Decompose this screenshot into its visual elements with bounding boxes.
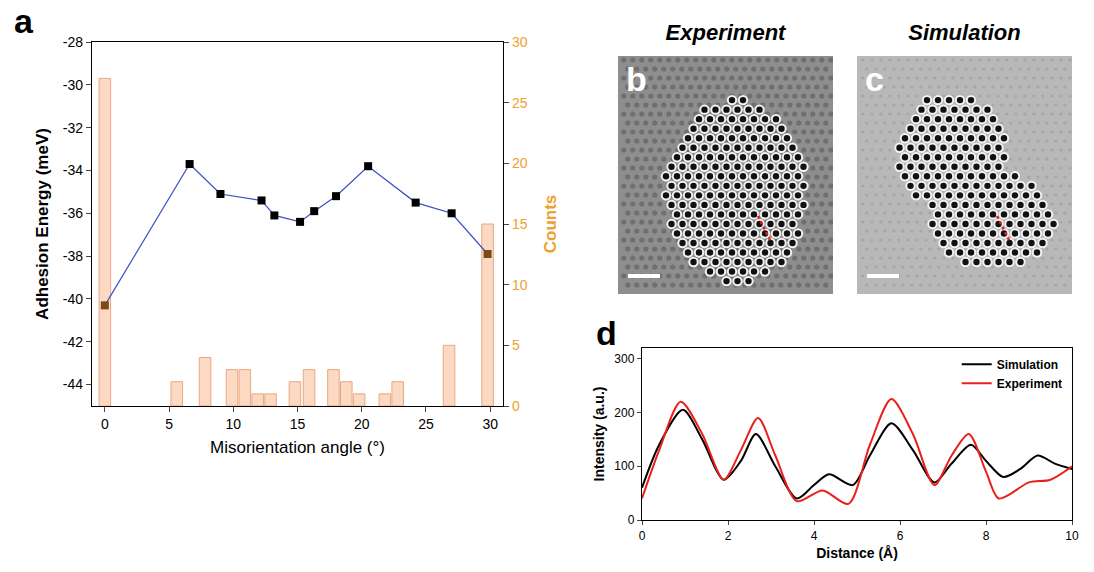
svg-text:0: 0: [628, 513, 635, 527]
svg-text:-40: -40: [63, 291, 83, 307]
svg-text:-42: -42: [63, 334, 83, 350]
svg-text:Misorientation angle (°): Misorientation angle (°): [210, 438, 385, 457]
svg-text:10: 10: [1065, 529, 1079, 543]
svg-text:0: 0: [512, 398, 520, 414]
svg-text:20: 20: [512, 155, 528, 171]
svg-text:10: 10: [225, 416, 241, 432]
svg-text:200: 200: [614, 406, 634, 420]
html-text:a: a: [14, 2, 33, 40]
svg-text:25: 25: [418, 416, 434, 432]
svg-text:100: 100: [614, 459, 634, 473]
svg-text:Simulation: Simulation: [997, 358, 1058, 372]
svg-text:300: 300: [614, 352, 634, 366]
svg-text:-34: -34: [63, 162, 83, 178]
svg-text:-30: -30: [63, 77, 83, 93]
svg-text:-44: -44: [63, 376, 83, 392]
svg-text:15: 15: [512, 216, 528, 232]
svg-text:5: 5: [165, 416, 173, 432]
svg-text:5: 5: [512, 337, 520, 353]
svg-text:15: 15: [290, 416, 306, 432]
html-text:b: b: [626, 60, 647, 98]
svg-text:Intensity (a.u.): Intensity (a.u.): [591, 387, 607, 482]
svg-text:Experiment: Experiment: [997, 377, 1062, 391]
svg-text:-32: -32: [63, 120, 83, 136]
svg-text:Counts: Counts: [541, 195, 560, 254]
svg-text:20: 20: [354, 416, 370, 432]
svg-text:10: 10: [512, 277, 528, 293]
svg-text:Distance (Å): Distance (Å): [816, 545, 898, 561]
svg-text:0: 0: [101, 416, 109, 432]
svg-text:-36: -36: [63, 205, 83, 221]
html-text:Experiment: Experiment: [665, 20, 786, 45]
svg-text:30: 30: [482, 416, 498, 432]
svg-text:8: 8: [983, 529, 990, 543]
svg-text:30: 30: [512, 34, 528, 50]
svg-text:4: 4: [811, 529, 818, 543]
html-text:Simulation: Simulation: [908, 20, 1021, 45]
svg-text:2: 2: [725, 529, 732, 543]
svg-text:-28: -28: [63, 34, 83, 50]
html-text:d: d: [596, 314, 617, 352]
svg-text:Adhesion Energy (meV): Adhesion Energy (meV): [33, 128, 52, 320]
svg-text:6: 6: [897, 529, 904, 543]
svg-text:25: 25: [512, 95, 528, 111]
html-text:c: c: [865, 60, 884, 98]
svg-text:-38: -38: [63, 248, 83, 264]
svg-text:0: 0: [639, 529, 646, 543]
